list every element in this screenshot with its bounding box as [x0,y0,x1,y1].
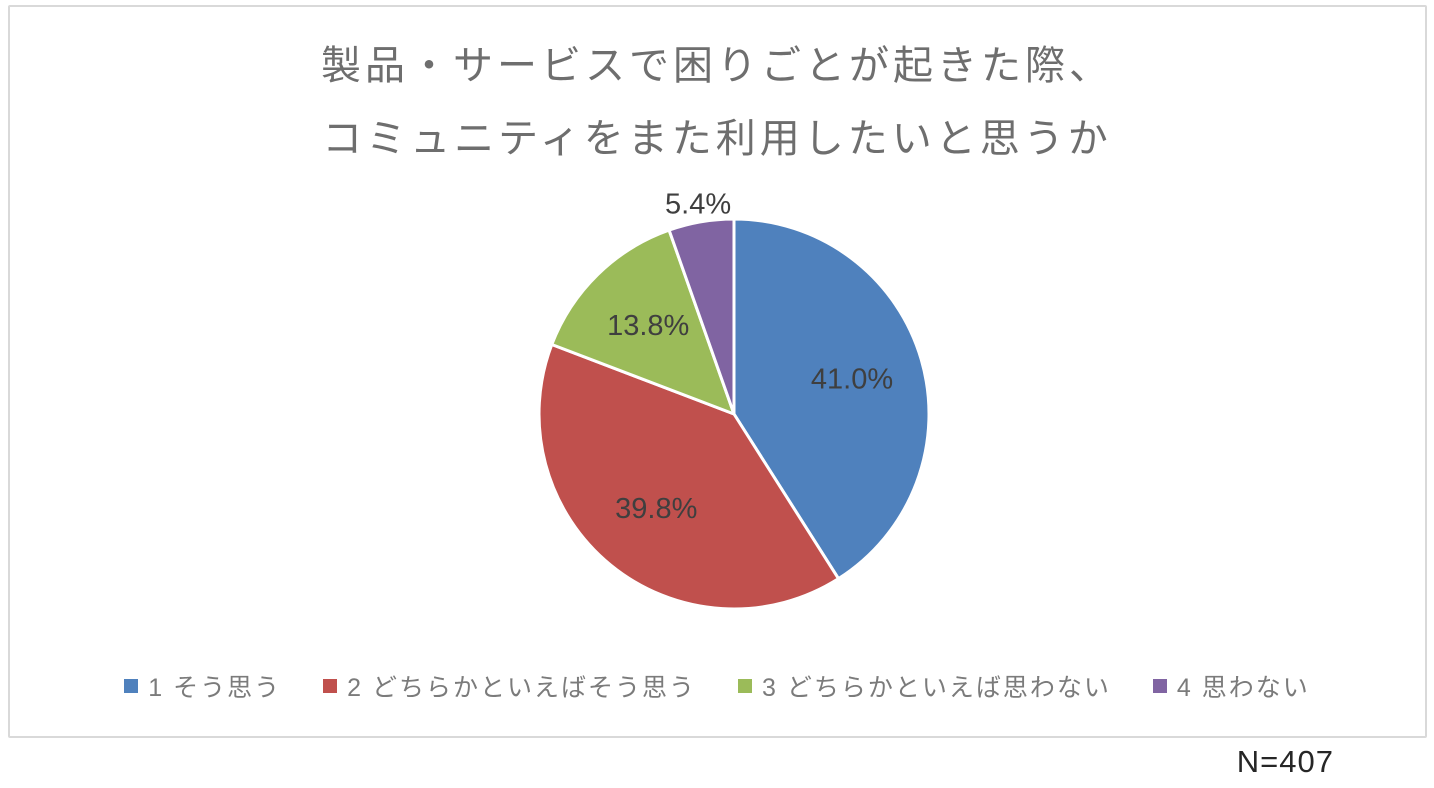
legend-swatch-icon [1152,679,1167,693]
sample-size-label: N=407 [1236,744,1334,779]
legend-item-3: 3 どちらかといえば思わない [738,668,1111,704]
pie-slice-2 [537,343,840,611]
chart-legend: 1 そう思う 2 どちらかといえばそう思う 3 どちらかといえば思わない 4 思… [0,668,1434,704]
legend-item-1: 1 そう思う [124,668,281,704]
chart-title-line-1: 製品・サービスで困りごとが起きた際、 [321,44,1113,88]
legend-item-4: 4 思わない [1152,668,1310,704]
pie-data-label-1: 41.0% [811,364,893,396]
legend-label: 2 どちらかといえばそう思う [347,674,696,702]
legend-item-2: 2 どちらかといえばそう思う [323,668,696,704]
legend-label: 4 思わない [1176,674,1310,702]
legend-label: 3 どちらかといえば思わない [762,674,1111,702]
pie-slice-3 [550,228,736,416]
pie-data-label-2: 39.8% [615,493,697,525]
chart-title: 製品・サービスで困りごとが起きた際、 コミュニティをまた利用したいと思うか [0,30,1434,176]
legend-swatch-icon [124,679,139,693]
pie-data-label-4: 5.4% [665,189,731,221]
legend-swatch-icon [738,679,752,693]
pie-slice-4 [667,217,736,416]
pie-data-label-3: 13.8% [607,310,689,342]
legend-swatch-icon [323,679,338,693]
chart-title-line-2: コミュニティをまた利用したいと思うか [322,117,1112,161]
legend-label: 1 そう思う [148,674,282,702]
